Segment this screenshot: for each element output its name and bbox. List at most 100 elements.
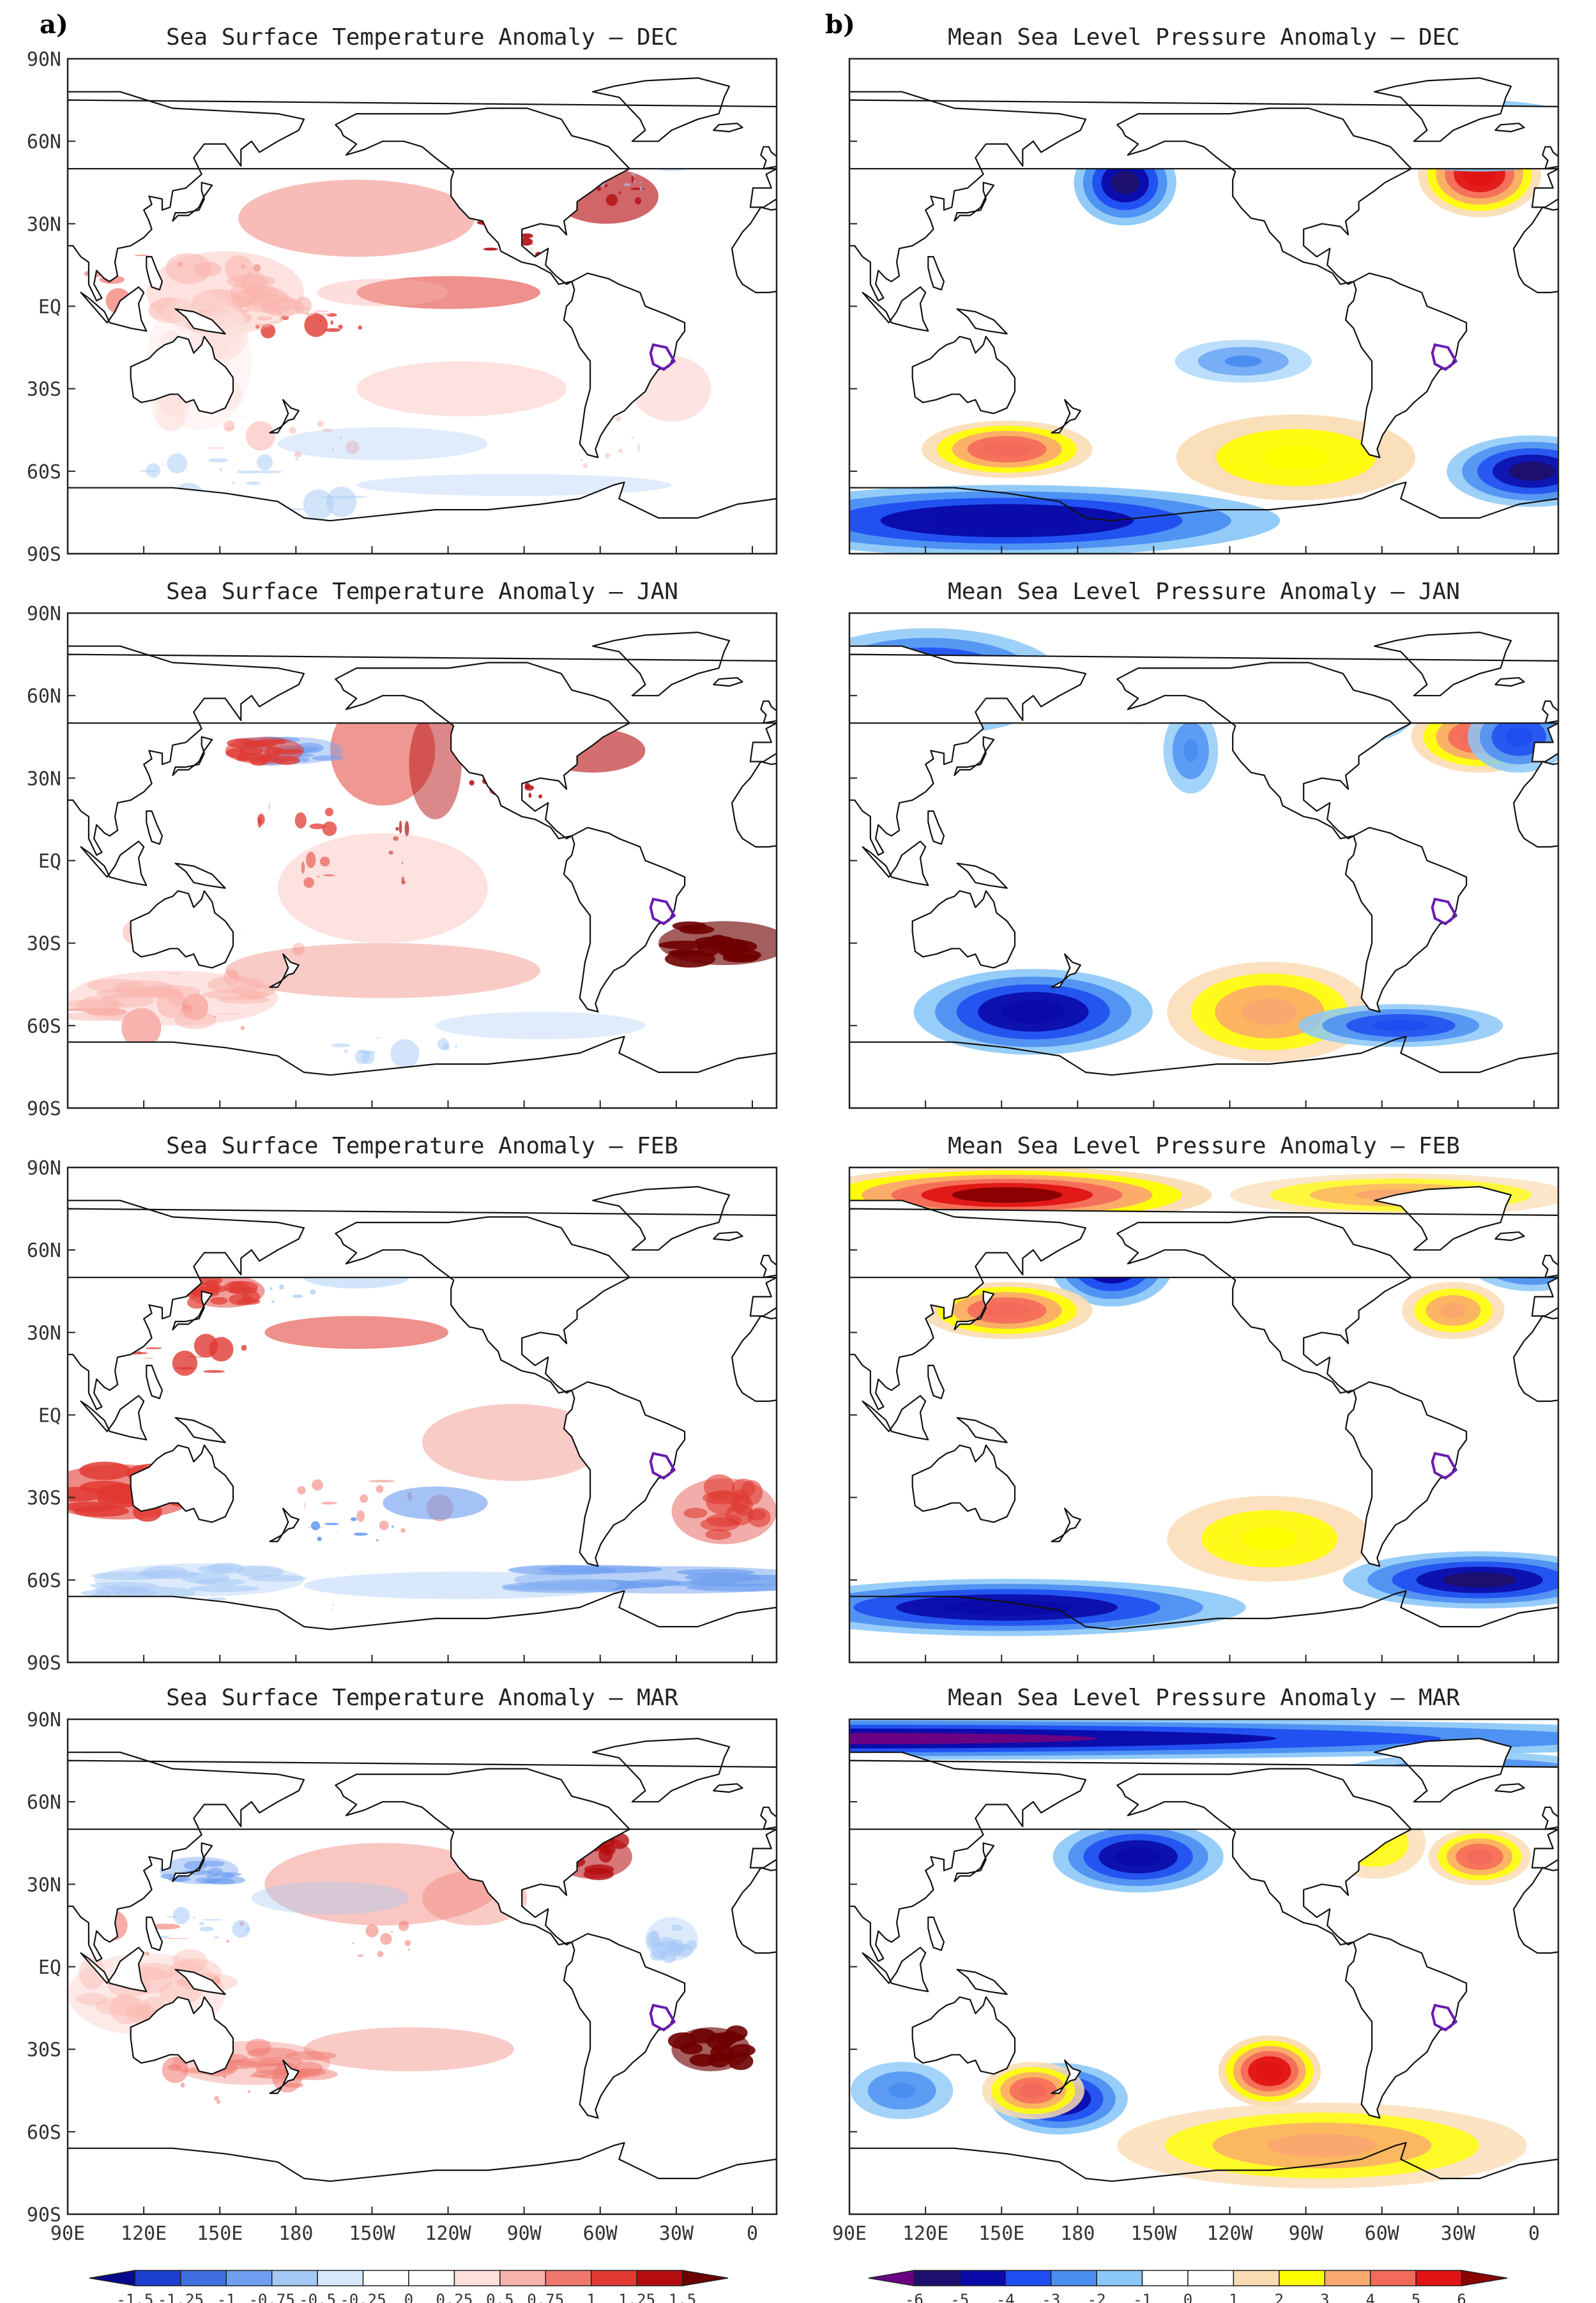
coastline-asia — [68, 1751, 305, 1962]
sst-title-0: Sea Surface Temperature Anomaly – DEC — [166, 24, 678, 50]
land-africa — [732, 1867, 777, 1953]
colorbar-swatch — [1233, 2270, 1280, 2286]
anomaly-patch — [183, 1860, 208, 1871]
land-europe — [849, 1208, 1558, 1316]
coastline-iceland — [713, 1783, 743, 1793]
anomaly-patch — [632, 436, 634, 439]
coastline-australia — [130, 1996, 234, 2075]
colorbar-swatch — [681, 2270, 729, 2286]
anomaly-patch — [1466, 1849, 1494, 1865]
coastline-southAmerica — [1344, 1933, 1468, 2119]
coastlines — [849, 1738, 1558, 2214]
anomaly-patch — [358, 325, 363, 330]
colorbar-swatch — [1279, 2270, 1326, 2286]
anomaly-patch — [227, 738, 257, 749]
lon-label: 150W — [349, 2223, 395, 2245]
land-indonesia — [862, 1947, 929, 1992]
coastline-europe — [68, 1208, 777, 1317]
land-newGuinea — [175, 1417, 225, 1443]
anomaly-patch — [162, 2056, 188, 2083]
coastline-greenland — [1374, 77, 1512, 142]
anomaly-patch — [195, 1877, 218, 1884]
mslp-panel-0: Mean Sea Level Pressure Anomaly – DEC — [848, 24, 1560, 555]
coastlines — [849, 1186, 1558, 1662]
lat-label: 90S — [27, 1652, 61, 1675]
colorbar-swatch — [362, 2270, 409, 2286]
land-britain — [1542, 1807, 1558, 1830]
anomaly-patch — [731, 1478, 756, 1498]
study-region-outline — [649, 897, 676, 925]
anomaly-patch — [715, 2045, 734, 2062]
coastline-iceland — [1494, 123, 1525, 133]
anomaly-patch — [172, 1906, 190, 1924]
sst-field-1 — [68, 632, 777, 1108]
anomaly-patch — [1242, 1527, 1298, 1551]
colorbar-swatch — [868, 2270, 915, 2286]
anomaly-patch — [706, 2032, 734, 2050]
anomaly-patch — [213, 1936, 220, 1939]
coastline-northAmerica — [1116, 107, 1412, 285]
coastline-philippines — [146, 1364, 163, 1399]
anomaly-patch — [269, 802, 270, 810]
land-australia — [912, 1996, 1015, 2074]
lon-label: 150W — [1130, 2223, 1177, 2245]
anomaly-patch — [326, 487, 357, 517]
anomaly-patch — [180, 2082, 185, 2088]
colorbar-label: -3 — [1042, 2291, 1060, 2303]
coastline-newGuinea — [174, 862, 226, 889]
colorbar-label: -0.75 — [249, 2291, 295, 2303]
anomaly-patch — [137, 1351, 141, 1354]
anomaly-patch — [344, 1049, 348, 1054]
land-australia — [130, 1445, 233, 1523]
anomaly-patch — [598, 1846, 613, 1863]
coastline-britain — [760, 1806, 777, 1830]
coastline-australia — [130, 890, 234, 969]
anomaly-patch — [236, 756, 250, 761]
lon-label: 120E — [902, 2223, 948, 2245]
lat-label: 90S — [27, 2204, 61, 2226]
anomaly-patch — [210, 1296, 228, 1305]
coastline-newZealand — [269, 399, 300, 434]
anomaly-patch — [407, 1949, 411, 1951]
coastline-northAmerica — [335, 107, 630, 285]
anomaly-patch — [206, 307, 248, 360]
sst-title-3: Sea Surface Temperature Anomaly – MAR — [166, 1685, 678, 1711]
colorbar-label: -1 — [217, 2291, 236, 2303]
study-region-outline — [649, 343, 676, 371]
coastline-newGuinea — [174, 1968, 226, 1995]
coastline-australia — [130, 1444, 234, 1523]
colorbar-label: 1.5 — [669, 2291, 696, 2303]
anomaly-patch — [304, 313, 328, 337]
anomaly-patch — [350, 1517, 357, 1521]
anomaly-patch — [194, 1334, 218, 1358]
coastline-australia — [911, 1444, 1016, 1523]
anomaly-patch — [521, 233, 533, 239]
coastline-greenland — [592, 77, 731, 142]
anomaly-patch — [78, 996, 119, 1015]
land-southAmerica — [1346, 1381, 1467, 1567]
coastline-indonesia — [862, 840, 929, 886]
anomaly-patch — [365, 1924, 379, 1938]
coastline-newGuinea — [956, 308, 1008, 335]
anomaly-patch — [401, 862, 404, 864]
coastline-newGuinea — [174, 1417, 226, 1443]
coastline-japan — [172, 736, 213, 777]
anomaly-patch — [145, 1951, 149, 1956]
anomaly-patch — [232, 1920, 250, 1938]
anomaly-patch — [233, 2058, 284, 2067]
anomaly-patch — [747, 1509, 766, 1521]
anomaly-patch — [256, 316, 273, 321]
anomaly-patch — [312, 755, 344, 761]
coastline-philippines — [146, 810, 163, 845]
coastline-asia — [849, 645, 1087, 856]
anomaly-patch — [697, 1574, 777, 1579]
anomaly-patch — [322, 428, 333, 432]
land-indonesia — [80, 287, 147, 331]
coastline-newGuinea — [956, 1417, 1008, 1443]
anomaly-patch — [285, 2051, 337, 2061]
anomaly-patch — [849, 1733, 1098, 1745]
coastline-australia — [130, 335, 234, 414]
coastline-southAmerica — [1344, 272, 1468, 459]
colorbar-swatch — [1461, 2270, 1508, 2286]
colorbar-swatch — [1415, 2270, 1463, 2286]
